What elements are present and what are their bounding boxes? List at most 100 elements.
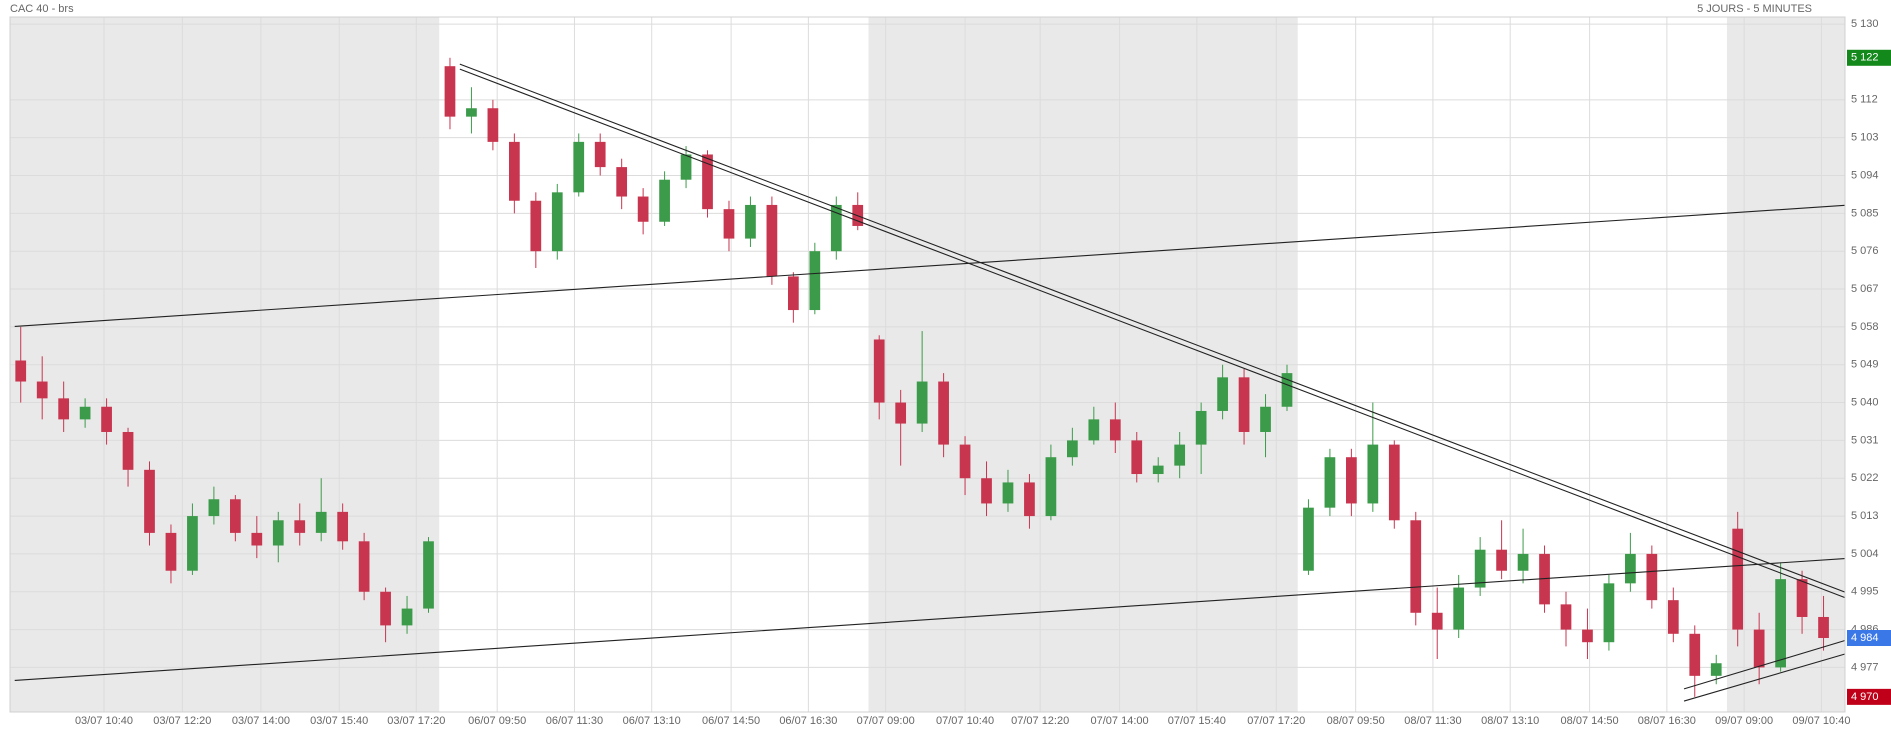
x-tick-label: 06/07 09:50 (468, 715, 526, 727)
x-tick-label: 08/07 11:30 (1404, 715, 1461, 727)
x-tick-label: 03/07 12:20 (153, 715, 211, 727)
trendline (1683, 653, 1846, 702)
x-tick-label: 07/07 12:20 (1011, 715, 1069, 727)
candle-body (895, 402, 907, 424)
candle-body (1796, 579, 1808, 617)
price-badge (1847, 688, 1891, 705)
candle-body (15, 360, 27, 382)
candle-body (444, 66, 456, 117)
candle-body (1024, 482, 1035, 517)
x-tick-label: 03/07 15:40 (310, 715, 368, 727)
candle-body (745, 204, 756, 239)
y-tick-label: 5 031 (1851, 434, 1879, 446)
candle-body (1410, 520, 1422, 613)
x-tick-label: 08/07 09:50 (1327, 715, 1385, 727)
candle-body (1560, 604, 1572, 630)
candle-body (466, 108, 477, 117)
price-badge-label: 5 122 (1851, 52, 1879, 64)
y-tick-label: 5 022 (1851, 472, 1879, 484)
price-badge-label: 4 984 (1851, 632, 1879, 644)
candle-body (122, 431, 134, 470)
y-tick-label: 4 977 (1851, 661, 1879, 673)
candle-body (1775, 579, 1786, 668)
y-tick-label: 5 004 (1851, 548, 1879, 560)
candle-body (1667, 600, 1679, 634)
candle-body (229, 499, 241, 533)
trendline (14, 204, 1846, 327)
candle-body (873, 339, 885, 403)
candle-body (1646, 553, 1658, 601)
price-badge (1847, 630, 1891, 647)
grid (10, 17, 1845, 712)
x-tick-label: 09/07 10:40 (1792, 715, 1850, 727)
candle-body (981, 478, 992, 504)
candle-body (36, 381, 48, 399)
price-badge-label: 4 970 (1851, 691, 1879, 703)
chart-title: CAC 40 - brs (10, 3, 74, 15)
candle-body (487, 108, 499, 142)
y-tick-label: 4 995 (1851, 586, 1879, 598)
candle-body (1281, 373, 1293, 407)
candle-body (251, 532, 263, 546)
candle-body (1217, 377, 1228, 411)
y-tick-label: 5 112 (1851, 94, 1878, 106)
x-tick-label: 07/07 15:40 (1168, 715, 1226, 727)
candle-body (1324, 457, 1336, 508)
x-tick-label: 08/07 13:10 (1481, 715, 1539, 727)
x-tick-label: 03/07 17:20 (387, 715, 445, 727)
candle-body (423, 541, 434, 609)
axes: 5 130 5 112 5 103 5 094 5 085 5 076 5 067 5 058… (75, 18, 1891, 727)
candle-body (337, 511, 349, 542)
candle-body (766, 204, 778, 277)
candle-body (809, 251, 821, 311)
candle-body (1002, 482, 1014, 504)
candle-body (1067, 440, 1078, 458)
candle-body (1131, 440, 1143, 475)
y-tick-label: 5 067 (1851, 283, 1879, 295)
candle-body (315, 511, 327, 533)
y-tick-label: 5 130 (1851, 18, 1879, 30)
candle-body (208, 499, 220, 517)
x-tick-label: 06/07 16:30 (779, 715, 837, 727)
candle-body (1045, 457, 1057, 517)
x-tick-label: 06/07 14:50 (702, 715, 760, 727)
candle-body (1753, 629, 1765, 668)
candle-body (144, 469, 155, 533)
candle-body (1109, 419, 1121, 441)
y-tick-label: 5 094 (1851, 169, 1879, 181)
candle-body (1388, 444, 1400, 521)
candle-body (959, 444, 971, 479)
y-tick-label: 5 040 (1851, 396, 1879, 408)
price-badge (1847, 49, 1891, 66)
candle-body (530, 200, 542, 252)
candle-body (272, 520, 284, 546)
candle-body (1453, 587, 1465, 630)
y-tick-label: 5 076 (1851, 245, 1879, 257)
candle-body (680, 154, 692, 180)
y-tick-label: 5 085 (1851, 207, 1879, 219)
candle-body (1431, 612, 1443, 630)
trendline (459, 63, 1846, 593)
x-tick-label: 03/07 10:40 (75, 715, 133, 727)
candles (15, 57, 1829, 697)
candle-body (551, 192, 563, 252)
candle-body (79, 406, 91, 420)
candle-body (1689, 633, 1701, 676)
x-tick-label: 07/07 09:00 (857, 715, 915, 727)
candle-body (58, 398, 70, 420)
candle-body (787, 276, 799, 311)
candle-body (1603, 583, 1615, 643)
x-tick-label: 03/07 14:00 (232, 715, 290, 727)
candle-body (101, 406, 112, 432)
chart-subtitle: 5 JOURS - 5 MINUTES (1697, 3, 1812, 15)
candle-body (1238, 377, 1250, 432)
x-tick-label: 08/07 16:30 (1638, 715, 1696, 727)
candle-body (830, 204, 842, 252)
trendline (1683, 639, 1846, 690)
candle-body (659, 179, 670, 222)
plot-frame (9, 16, 1846, 713)
x-tick-label: 09/07 09:00 (1715, 715, 1773, 727)
candle-body (1474, 549, 1486, 588)
